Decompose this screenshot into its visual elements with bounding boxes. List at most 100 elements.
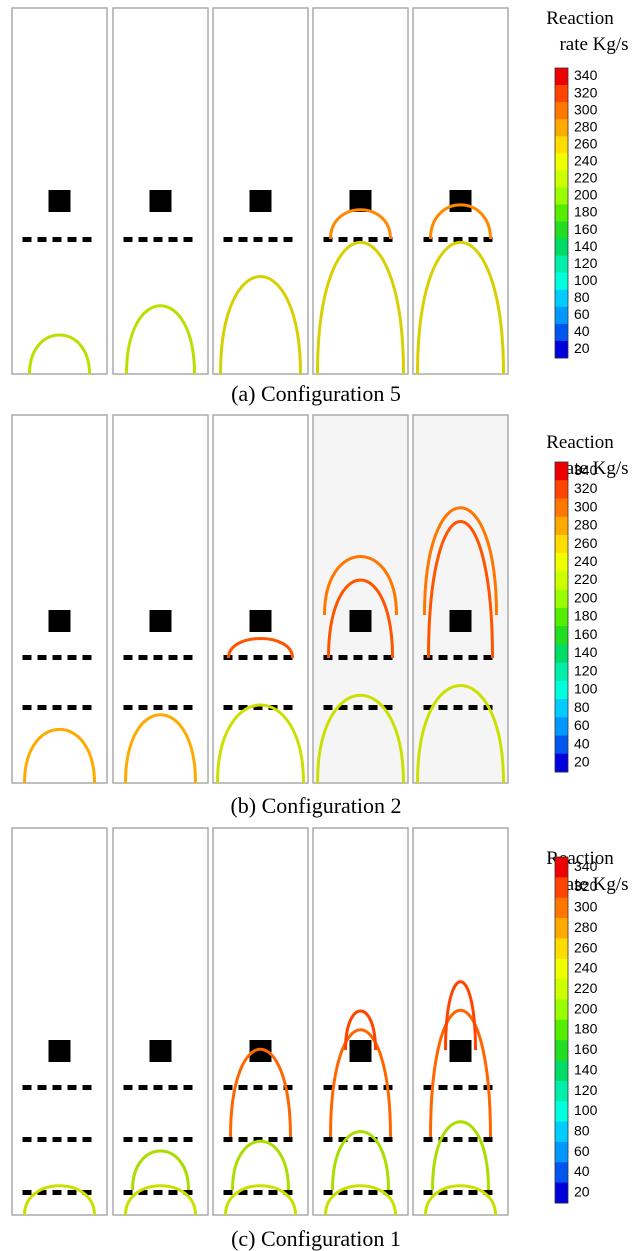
colorbar-band — [555, 918, 568, 939]
baffle — [383, 1137, 393, 1142]
baffle — [353, 1190, 363, 1195]
baffle — [283, 237, 293, 242]
colorbar-title: Reaction — [546, 432, 614, 453]
colorbar-band — [555, 323, 568, 342]
baffle — [383, 1190, 393, 1195]
obstacle — [149, 610, 172, 632]
baffle — [338, 1137, 348, 1142]
baffle — [253, 1190, 263, 1195]
obstacle — [349, 190, 372, 212]
colorbar-tick-label: 140 — [574, 644, 598, 660]
baffle — [238, 1085, 248, 1090]
baffle — [67, 1085, 77, 1090]
baffle — [138, 1190, 148, 1195]
colorbar-band — [555, 204, 568, 223]
flame-front — [331, 1130, 390, 1191]
baffle — [138, 1137, 148, 1142]
colorbar-frame — [554, 67, 569, 359]
colorbar-band — [555, 699, 568, 718]
baffle — [368, 1085, 378, 1090]
colorbar-tick-label: 300 — [574, 899, 598, 915]
baffle — [37, 655, 47, 660]
colorbar-tick-label: 260 — [574, 939, 598, 955]
baffle — [268, 1085, 278, 1090]
obstacle — [249, 610, 272, 632]
colorbar-tick-label: 120 — [574, 1082, 598, 1098]
baffle — [138, 1085, 148, 1090]
colorbar-band — [555, 1040, 568, 1062]
baffle — [368, 1190, 378, 1195]
baffle — [168, 655, 178, 660]
colorbar-tick-label: 20 — [574, 340, 590, 356]
baffle — [37, 1137, 47, 1142]
colorbar-band — [555, 680, 568, 700]
colorbar-band — [555, 221, 568, 240]
colorbar-tick-label: 120 — [574, 662, 598, 678]
colorbar-band — [555, 553, 568, 572]
flame-front — [431, 1120, 490, 1191]
baffle — [438, 655, 448, 660]
baffle — [453, 705, 463, 710]
baffle — [183, 1190, 193, 1195]
baffle — [253, 1085, 263, 1090]
flame-front — [416, 241, 505, 375]
baffle — [283, 1085, 293, 1090]
colorbar-band — [555, 480, 568, 499]
baffle — [338, 237, 348, 242]
baffle — [368, 705, 378, 710]
colorbar-band — [555, 340, 568, 359]
baffle — [123, 1190, 133, 1195]
baffle — [383, 655, 393, 660]
colorbar-tick-label: 100 — [574, 1102, 598, 1118]
colorbar-band — [555, 1060, 568, 1082]
baffle — [67, 237, 77, 242]
colorbar-tick-label: 160 — [574, 626, 598, 642]
flame-front — [316, 241, 405, 375]
colorbar-band — [555, 187, 568, 205]
colorbar-tick-label: 60 — [574, 717, 590, 733]
simulation-panel — [212, 414, 309, 784]
colorbar-band — [555, 571, 568, 591]
flame-front — [124, 1184, 197, 1216]
flame-front — [124, 713, 197, 784]
baffle — [183, 705, 193, 710]
obstacle — [349, 610, 372, 632]
baffle — [123, 1085, 133, 1090]
colorbar-tick-label: 200 — [574, 589, 598, 605]
baffle — [253, 655, 263, 660]
simulation-panel — [412, 414, 509, 784]
baffle — [323, 705, 333, 710]
baffle — [22, 1190, 32, 1195]
flame-front — [424, 1184, 497, 1216]
colorbar-tick-label: 280 — [574, 517, 598, 533]
colorbar-band — [555, 462, 568, 481]
baffle — [22, 1137, 32, 1142]
colorbar-tick-label: 40 — [574, 1163, 590, 1179]
colorbar-band — [555, 1162, 568, 1184]
colorbar-tick-label: 180 — [574, 608, 598, 624]
baffle — [353, 237, 363, 242]
colorbar-band — [555, 102, 568, 120]
baffle — [453, 1190, 463, 1195]
baffle — [353, 705, 363, 710]
colorbar-tick-label: 20 — [574, 1184, 590, 1200]
flame-front — [323, 555, 398, 616]
colorbar-band — [555, 534, 568, 554]
colorbar-band — [555, 877, 568, 899]
baffle — [423, 705, 433, 710]
baffle — [483, 1190, 493, 1195]
flame-front — [227, 637, 294, 659]
baffle — [423, 1085, 433, 1090]
colorbar-band — [555, 306, 568, 325]
baffle — [168, 1085, 178, 1090]
baffle — [453, 1085, 463, 1090]
baffle — [52, 1190, 62, 1195]
colorbar-band — [555, 1080, 568, 1102]
baffle — [338, 1190, 348, 1195]
colorbar-tick-label: 60 — [574, 306, 590, 322]
baffle — [67, 1190, 77, 1195]
baffle — [483, 655, 493, 660]
flame-front — [231, 1139, 290, 1191]
baffle — [123, 1137, 133, 1142]
baffle — [438, 1190, 448, 1195]
